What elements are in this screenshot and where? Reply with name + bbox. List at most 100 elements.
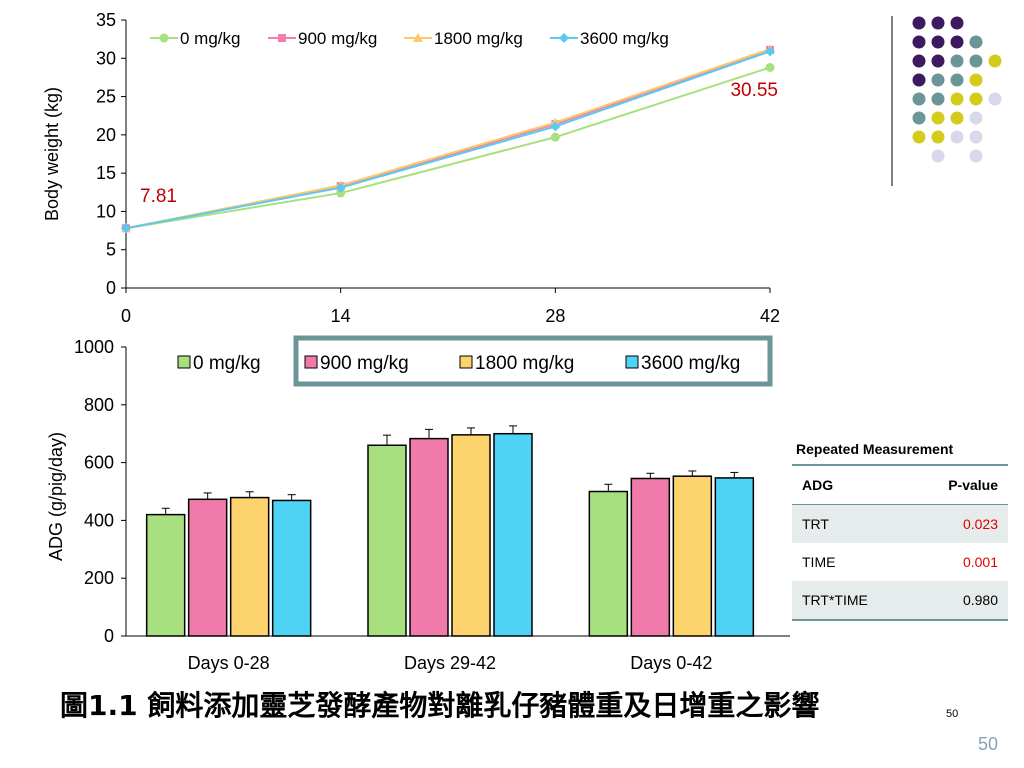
legend-highlight-box [293,335,773,387]
decor-dot [969,54,983,68]
legend-marker [413,33,423,42]
legend-label: 3600 mg/kg [641,353,740,374]
decor-dot [931,149,945,163]
table-header-pvalue: P-value [911,465,1008,505]
bar [409,437,449,637]
y-axis-label: ADG (g/pig/day) [46,432,66,561]
x-tick-label: 28 [545,306,565,326]
y-tick-label: 5 [106,240,116,260]
series-line [125,48,771,230]
decor-dot [969,111,983,125]
bar [672,475,713,637]
legend-swatch [304,355,318,369]
y-tick-label: 600 [84,453,114,473]
y-tick-label: 10 [96,201,116,221]
y-tick-label: 30 [96,48,116,68]
y-tick-label: 1000 [74,337,114,357]
data-point [121,223,131,234]
decor-dot [912,54,926,68]
decor-dot [950,54,964,68]
legend-swatch [459,355,473,369]
figure-caption: 圖1.1 飼料添加靈芝發酵產物對離乳仔豬體重及日增重之影響 [60,689,820,722]
decor-dot [969,130,983,144]
decor-dot [912,92,926,106]
decor-dot [950,92,964,106]
x-tick-label: 0 [121,306,131,326]
decor-dot [988,54,1002,68]
x-category-label: Days 0-42 [630,653,712,673]
data-point [765,62,775,72]
decor-dot [988,92,1002,106]
row-pvalue: 0.023 [911,504,1008,543]
adg-bar-chart: 0 200 400 600 800 1000 ADG (g/pig/day) Days 0-2… [46,335,790,673]
decor-dot [969,92,983,106]
row-pvalue: 0.980 [911,581,1008,621]
data-point [336,188,346,198]
x-tick-label: 42 [760,306,780,326]
decor-dot [931,111,945,125]
legend-label: 1800 mg/kg [475,353,574,374]
decor-dot [912,73,926,87]
data-point [550,132,560,142]
decor-dot [969,73,983,87]
legend-swatch [625,355,639,369]
decor-dot [912,35,926,49]
row-pvalue: 0.001 [962,554,998,570]
table-row: TIME 0.001 [792,543,1008,581]
legend-label: 0 mg/kg [180,29,240,48]
legend-label: 1800 mg/kg [434,29,523,48]
bar [451,434,491,637]
bar [229,496,270,637]
legend-marker [159,33,169,43]
decor-dot [969,35,983,49]
series-line [125,50,771,230]
slide-number: 50 [978,734,999,754]
decor-dot [950,111,964,125]
y-tick-label: 0 [106,278,116,298]
decor-dot [912,130,926,144]
row-label: TRT [792,504,912,543]
row-label: TRT*TIME [792,581,912,621]
bar [367,444,407,637]
table-header-adg: ADG [792,465,912,505]
bar [630,477,671,637]
x-tick-label: 14 [331,306,351,326]
decor-dot [931,130,945,144]
bar [493,432,533,637]
annotation-end: 30.55 [730,80,778,101]
table-caption: Repeated Measurement [792,434,1008,466]
caption-page-ref: 50 [946,708,959,720]
series-line [125,48,771,230]
row-label: TIME [802,554,836,570]
data-point [550,121,561,132]
bar [588,490,629,637]
y-axis-label: Body weight (kg) [42,87,62,221]
y-tick-label: 0 [104,626,114,646]
decor-dot [912,111,926,125]
decor-dot [950,73,964,87]
legend-label: 3600 mg/kg [580,29,669,48]
y-tick-label: 400 [84,510,114,530]
legend-label: 0 mg/kg [193,353,261,374]
y-tick-label: 200 [84,568,114,588]
decor-dot [931,73,945,87]
x-category-label: Days 0-28 [188,653,270,673]
y-tick-label: 35 [96,10,116,30]
decorative-dot-grid [891,16,1002,186]
decor-dot [950,16,964,30]
annotation-start: 7.81 [140,186,177,207]
bar [271,499,312,637]
decor-dot [931,16,945,30]
legend-marker [278,34,286,42]
legend-label: 900 mg/kg [320,353,409,374]
series-line [125,66,771,230]
bar [187,498,228,637]
table-row: TRT*TIME 0.980 [792,581,1008,621]
decor-dot [950,130,964,144]
pvalue-table: Repeated Measurement ADG P-value TRT 0.0… [792,434,1008,621]
decor-dot [931,54,945,68]
y-tick-label: 15 [96,163,116,183]
data-point [335,182,346,193]
decor-dot [950,35,964,49]
decor-dot [969,149,983,163]
